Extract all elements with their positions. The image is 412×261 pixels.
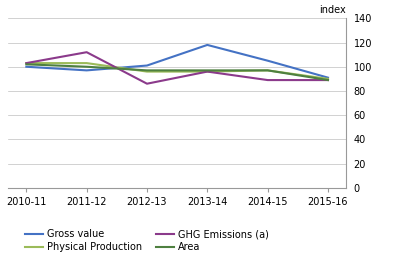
GHG Emissions (a): [325, 79, 330, 82]
Gross value: [265, 59, 270, 62]
GHG Emissions (a): [265, 79, 270, 82]
Gross value: [24, 65, 29, 68]
Gross value: [145, 64, 150, 67]
Line: Physical Production: Physical Production: [26, 63, 328, 79]
Gross value: [325, 76, 330, 79]
Physical Production: [205, 70, 210, 73]
Text: index: index: [319, 5, 346, 15]
GHG Emissions (a): [84, 51, 89, 54]
Physical Production: [24, 62, 29, 65]
GHG Emissions (a): [145, 82, 150, 85]
Area: [84, 65, 89, 68]
Physical Production: [84, 62, 89, 65]
GHG Emissions (a): [205, 70, 210, 73]
Physical Production: [265, 69, 270, 72]
Area: [325, 79, 330, 82]
Area: [265, 69, 270, 72]
Gross value: [84, 69, 89, 72]
Area: [24, 63, 29, 66]
Area: [205, 69, 210, 72]
Legend: Gross value, Physical Production, GHG Emissions (a), Area: Gross value, Physical Production, GHG Em…: [21, 226, 272, 256]
Physical Production: [145, 70, 150, 73]
Physical Production: [325, 77, 330, 80]
Line: GHG Emissions (a): GHG Emissions (a): [26, 52, 328, 84]
GHG Emissions (a): [24, 62, 29, 65]
Gross value: [205, 43, 210, 46]
Line: Gross value: Gross value: [26, 45, 328, 78]
Line: Area: Area: [26, 64, 328, 80]
Area: [145, 69, 150, 72]
